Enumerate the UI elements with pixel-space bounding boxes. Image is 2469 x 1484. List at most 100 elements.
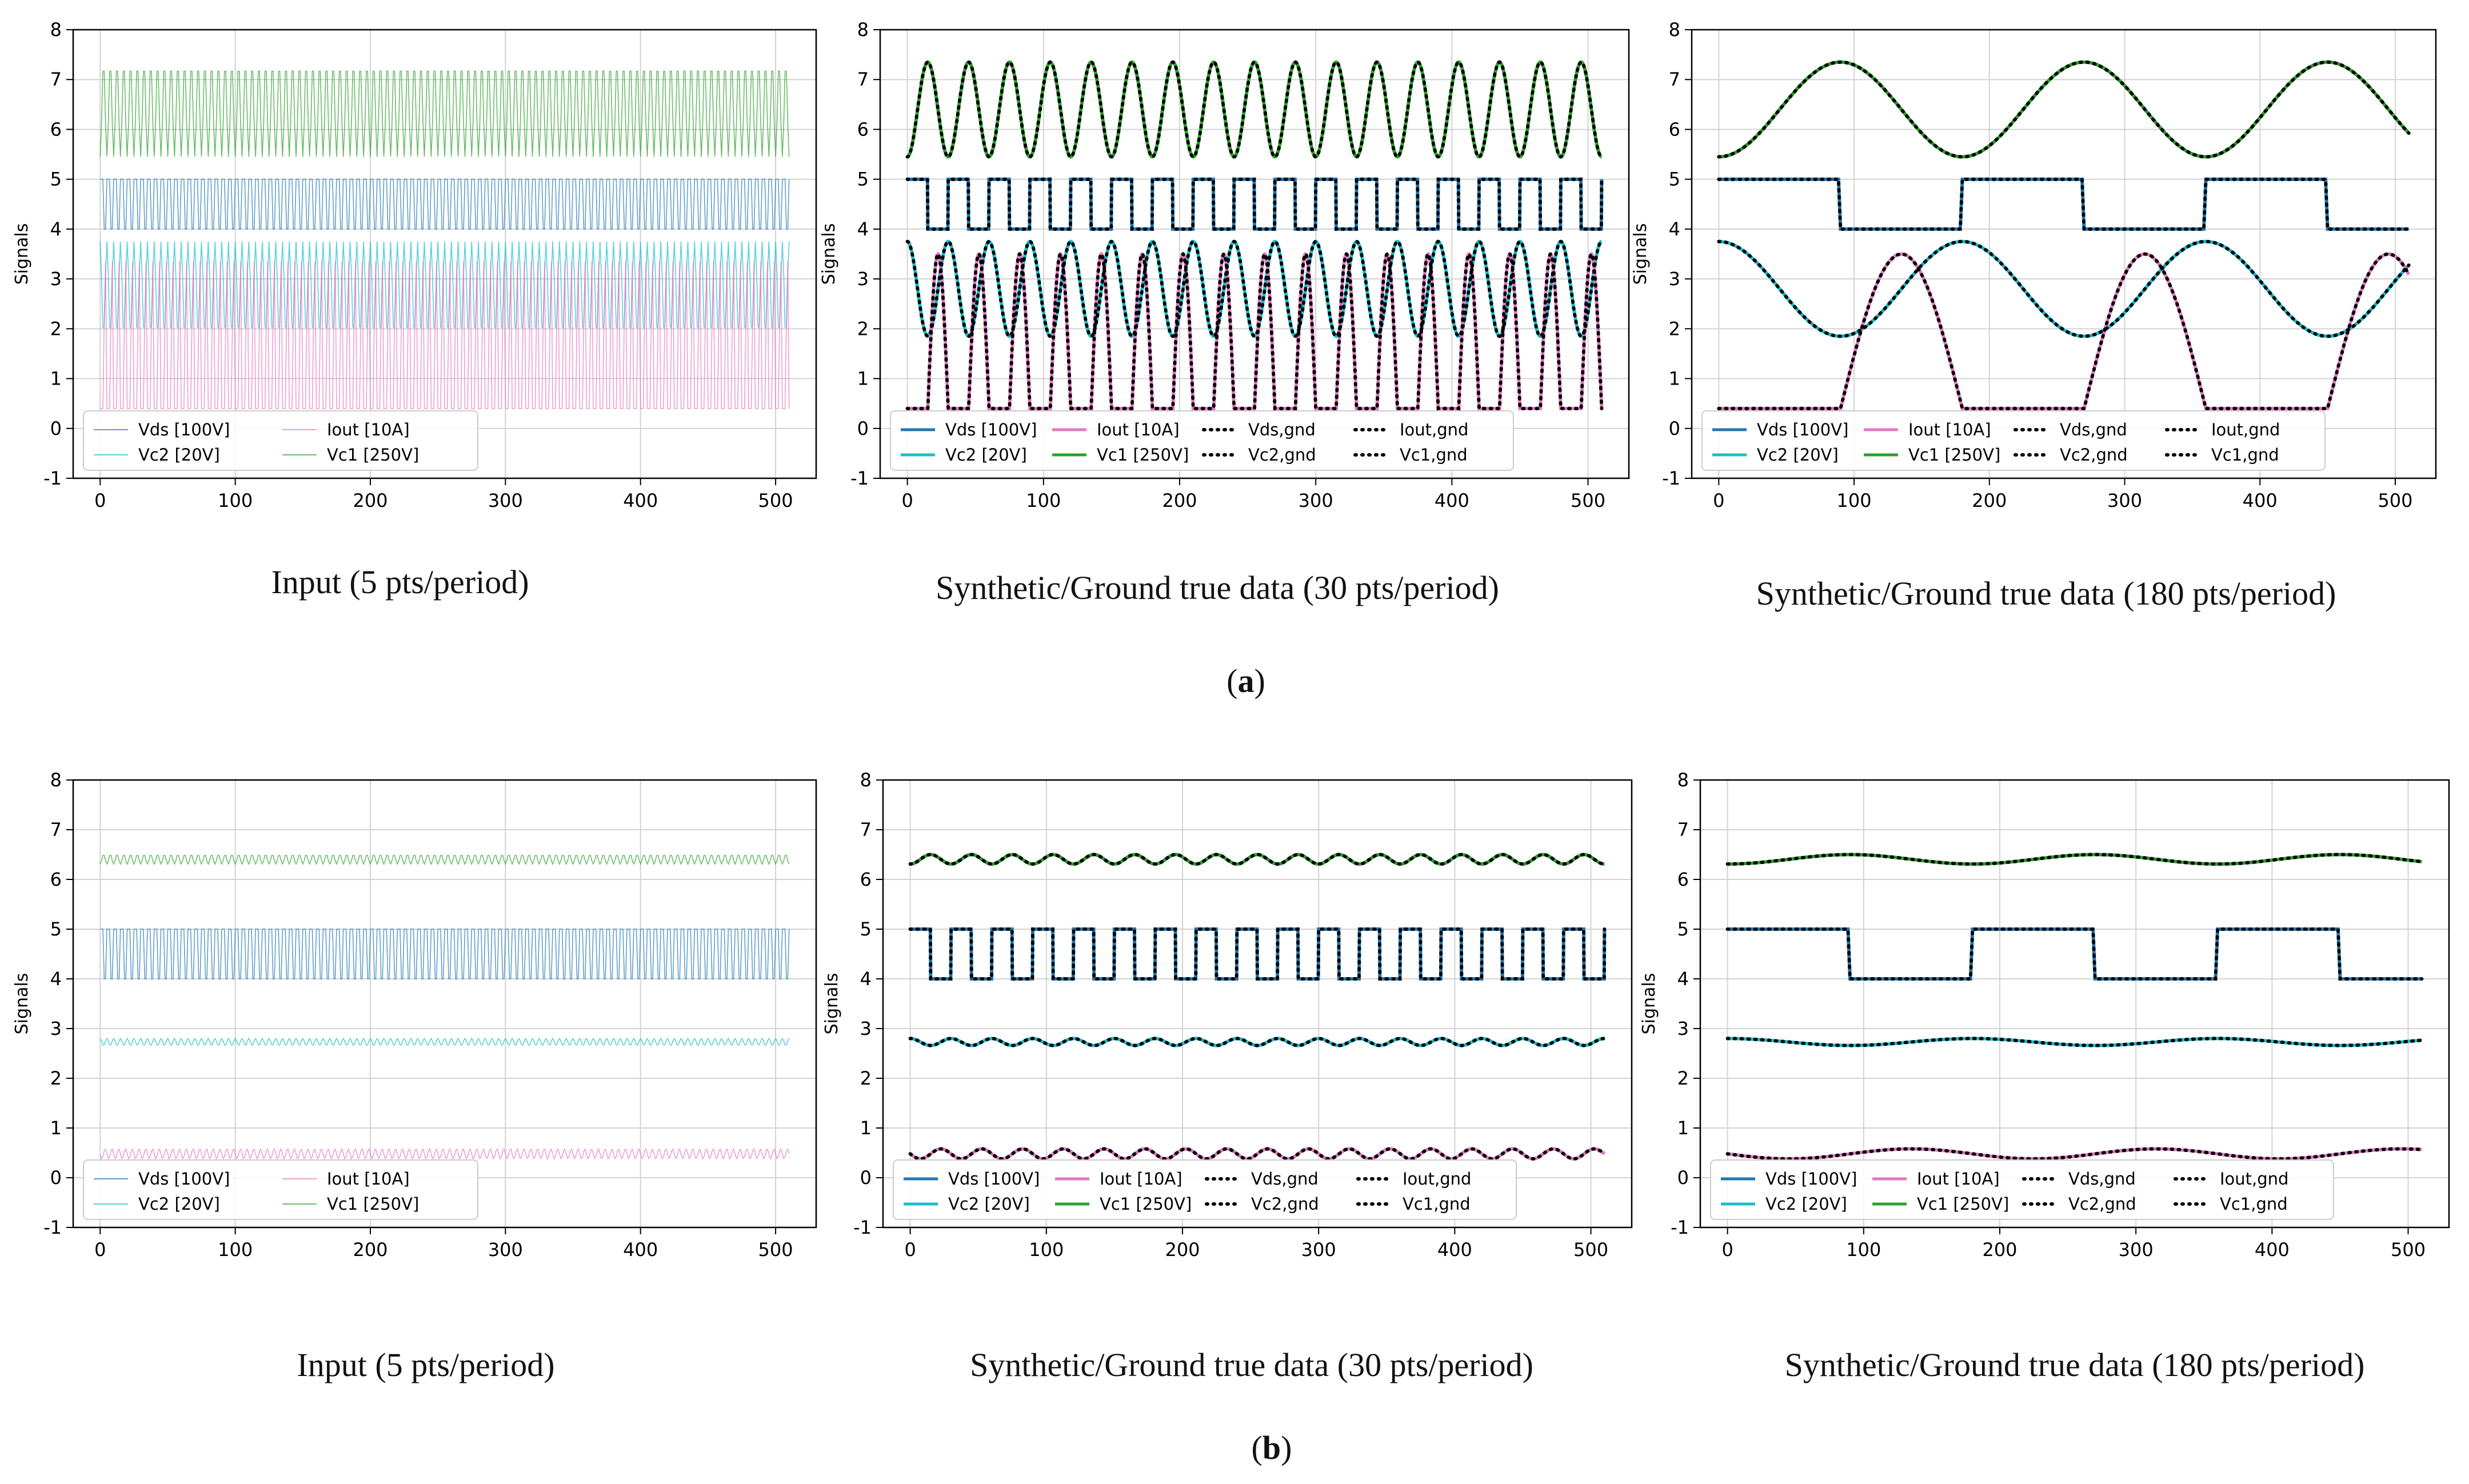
x-tick-label: 400: [623, 490, 658, 511]
legend-label: Vds [100V]: [1765, 1169, 1857, 1189]
axes-frame: [879, 29, 1630, 479]
series-line-vds-gnd: [1717, 177, 2411, 231]
legend-label: Vds [100V]: [945, 420, 1037, 439]
x-tick-label: 300: [1301, 1239, 1336, 1261]
series-line-vc1-250v: [99, 70, 790, 157]
series-layer: [1717, 60, 2411, 410]
axes-frame: [72, 779, 817, 1229]
y-tick-label: 2: [50, 318, 62, 339]
x-tick-label: 200: [1165, 1239, 1200, 1261]
y-axis-label: Signals: [819, 223, 839, 285]
chart-panel-b-3: -1 0 1 2 3 4 5 6 7 8 0 100 200 300 400 500 Signals Vds [1…: [1639, 769, 2450, 1261]
y-tick-label: 1: [1677, 1117, 1689, 1139]
legend: Vds [100V] Iout [10A] Vds,gnd Iout,gnd Vc2 […: [1701, 410, 2326, 471]
legend-label: Iout,gnd: [1400, 420, 1468, 439]
y-tick-label: 5: [50, 918, 62, 940]
y-tick-label: 4: [1677, 968, 1689, 990]
legend-box: [83, 1159, 478, 1220]
y-tick-label: 7: [50, 819, 62, 841]
y-tick-label: -1: [853, 1217, 872, 1238]
x-tick-label: 100: [1026, 490, 1061, 511]
legend: Vds [100V] Iout [10A] Vds,gnd Iout,gnd Vc2 […: [893, 1159, 1517, 1220]
legend: Vds [100V] Iout [10A] Vc2 [20V] Vc1 [250V]: [83, 410, 478, 471]
y-tick-label: 7: [1677, 819, 1689, 841]
x-tick-label: 300: [488, 1239, 523, 1261]
legend-label: Vc2 [20V]: [948, 1194, 1030, 1214]
y-tick-label: 5: [860, 918, 872, 940]
y-tick-label: 2: [50, 1067, 62, 1089]
x-tick-label: 400: [1437, 1239, 1472, 1261]
series-line-vc1-gnd: [905, 60, 1604, 159]
y-tick-label: -1: [1671, 1217, 1689, 1238]
y-tick-label: 5: [1669, 169, 1680, 190]
x-tick-label: 500: [2391, 1239, 2426, 1261]
x-tick-label: 100: [218, 1239, 253, 1261]
legend-label: Vds [100V]: [1757, 420, 1848, 439]
legend-label: Vc1 [250V]: [1100, 1194, 1192, 1214]
y-tick-label: 1: [860, 1117, 872, 1139]
legend-label: Vc2 [20V]: [138, 1194, 220, 1214]
legend-label: Vc2 [20V]: [138, 445, 220, 465]
x-tick-label: 400: [2243, 490, 2278, 511]
series-line-vds-100v: [100, 178, 790, 230]
series-line-iout-10a: [100, 261, 790, 409]
series-layer: [908, 853, 1607, 1161]
y-tick-label: 5: [1677, 918, 1689, 940]
panel-label-a: (a): [1226, 662, 1265, 699]
y-tick-label: 6: [857, 118, 869, 140]
series-line-vc2-gnd: [1717, 239, 2411, 338]
y-axis-label: Signals: [822, 973, 842, 1035]
y-tick-label: 0: [50, 1167, 62, 1189]
x-tick-label: 500: [758, 490, 793, 511]
y-tick-label: 8: [1669, 19, 1680, 41]
y-tick-label: 6: [1669, 118, 1680, 140]
y-tick-label: 3: [50, 1018, 62, 1039]
chart-panel-b-2: -1 0 1 2 3 4 5 6 7 8 0 100 200 300 400 500 Signals Vds [1…: [822, 769, 1633, 1261]
series-line-vds-100v: [100, 929, 790, 979]
series-line-vc1-250v: [99, 855, 790, 866]
series-line-vds-gnd: [905, 177, 1604, 231]
x-tick-label: 400: [623, 1239, 658, 1261]
legend-label: Iout,gnd: [2211, 420, 2280, 439]
legend-label: Vc1 [250V]: [1908, 445, 2000, 465]
series-line-vc2-gnd: [1725, 1037, 2424, 1047]
legend: Vds [100V] Iout [10A] Vc2 [20V] Vc1 [250V]: [83, 1159, 478, 1220]
series-line-vc2-20v: [99, 241, 790, 328]
x-tick-label: 0: [94, 490, 106, 511]
y-tick-label: 0: [857, 418, 869, 439]
panel-label-b: (b): [1251, 1429, 1292, 1466]
legend: Vds [100V] Iout [10A] Vds,gnd Iout,gnd Vc2 […: [1710, 1159, 2334, 1220]
legend-label: Vc2 [20V]: [945, 445, 1027, 465]
x-tick-label: 400: [2255, 1239, 2290, 1261]
series-line-iout-gnd: [1725, 1147, 2424, 1161]
series-line-vc1-gnd: [1717, 60, 2411, 159]
y-tick-label: 5: [857, 169, 869, 190]
legend-label: Vc2,gnd: [1251, 1194, 1319, 1214]
x-tick-label: 500: [758, 1239, 793, 1261]
caption-b-2: Synthetic/Ground true data (30 pts/perio…: [970, 1346, 1533, 1383]
legend-label: Iout [10A]: [1908, 420, 1991, 439]
legend-label: Vds,gnd: [2060, 420, 2127, 439]
series-line-vc1-gnd: [1725, 853, 2424, 866]
y-tick-label: 0: [1669, 418, 1680, 439]
legend-label: Vc1 [250V]: [1097, 445, 1189, 465]
y-tick-label: 3: [50, 268, 62, 290]
y-tick-label: 5: [50, 169, 62, 190]
y-tick-label: 7: [860, 819, 872, 841]
chart-panel-a-2: -1 0 1 2 3 4 5 6 7 8 0 100 200 300 400 500 Signals Vds [1…: [819, 19, 1630, 511]
y-tick-label: 4: [860, 968, 872, 990]
x-tick-label: 200: [1982, 1239, 2017, 1261]
axes-frame: [882, 779, 1633, 1229]
series-line-vds-gnd: [1725, 927, 2424, 981]
x-tick-label: 300: [488, 490, 523, 511]
x-tick-label: 400: [1435, 490, 1469, 511]
chart-panel-a-3: -1 0 1 2 3 4 5 6 7 8 0 100 200 300 400 500 Signals Vds [1…: [1631, 19, 2437, 511]
x-tick-label: 100: [1846, 1239, 1881, 1261]
series-line-iout-gnd: [1717, 252, 2411, 410]
series-line-vc2-20v: [99, 1037, 790, 1046]
legend-label: Vds,gnd: [1251, 1169, 1319, 1189]
y-axis-label: Signals: [12, 973, 32, 1035]
y-tick-label: 2: [1669, 318, 1680, 339]
x-tick-label: 200: [1972, 490, 2007, 511]
